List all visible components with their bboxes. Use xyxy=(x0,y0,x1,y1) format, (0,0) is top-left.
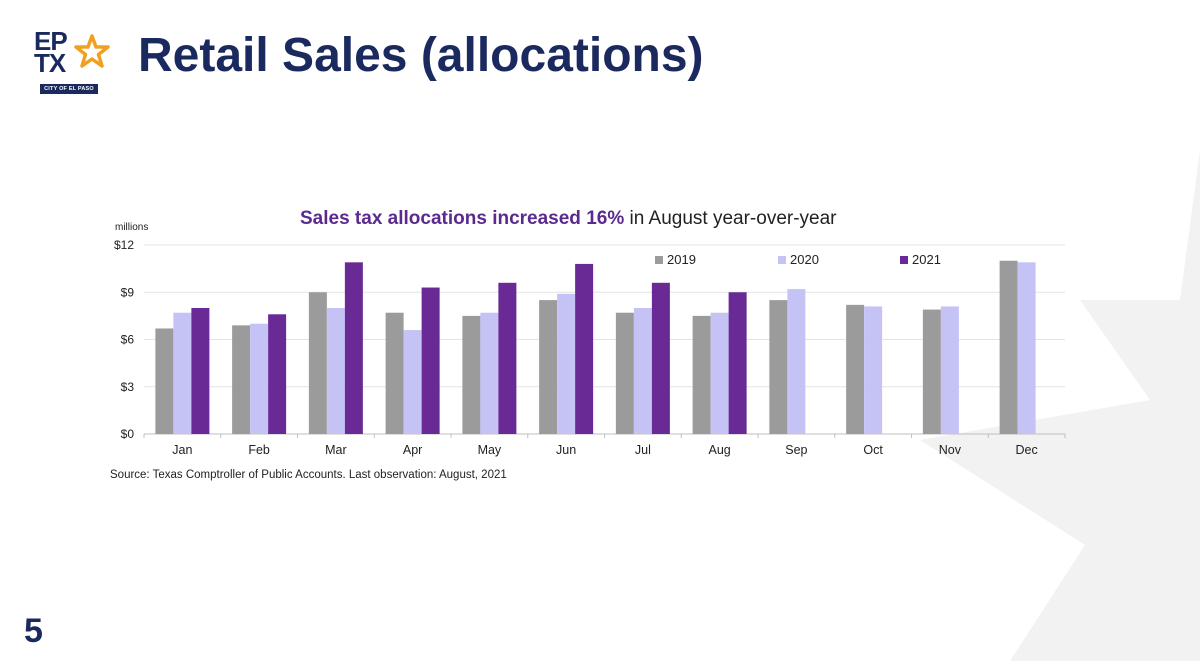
y-tick-label: $3 xyxy=(121,380,135,394)
bar-2019-dec xyxy=(999,260,1018,434)
bar-2020-feb xyxy=(250,323,269,434)
legend-label-2020: 2020 xyxy=(790,252,819,267)
logo-line-1: EP xyxy=(34,26,68,56)
city-logo: EP TX CITY OF EL PASO xyxy=(34,26,116,96)
logo-line-2: TX xyxy=(34,48,66,78)
bar-2021-jul xyxy=(651,282,670,434)
bar-2021-apr xyxy=(421,287,440,434)
bar-2021-jan xyxy=(191,308,210,434)
bar-2020-sep xyxy=(787,289,806,434)
chart-title: Sales tax allocations increased 16% in A… xyxy=(300,208,837,230)
bar-2021-aug xyxy=(728,292,747,434)
bar-2019-oct xyxy=(846,304,865,434)
bar-2019-jul xyxy=(615,312,634,434)
legend-swatch-2020 xyxy=(778,256,786,264)
bar-2020-oct xyxy=(864,306,883,434)
x-tick-label: May xyxy=(478,443,502,457)
bar-2019-aug xyxy=(692,315,711,434)
x-tick-label: Sep xyxy=(785,443,807,457)
bar-2021-may xyxy=(498,282,517,434)
legend-swatch-2021 xyxy=(900,256,908,264)
bar-2020-may xyxy=(480,312,499,434)
x-tick-label: Nov xyxy=(939,443,962,457)
legend-swatch-2019 xyxy=(655,256,663,264)
logo-caption: CITY OF EL PASO xyxy=(40,84,98,94)
bar-2021-jun xyxy=(575,263,594,434)
x-tick-label: Jan xyxy=(172,443,192,457)
x-tick-label: Dec xyxy=(1016,443,1038,457)
bar-2020-aug xyxy=(710,312,729,434)
bar-2019-feb xyxy=(232,325,251,434)
star-icon xyxy=(74,34,110,68)
bar-2020-mar xyxy=(326,308,345,434)
x-tick-label: Apr xyxy=(403,443,422,457)
x-tick-label: Feb xyxy=(248,443,270,457)
bar-2020-nov xyxy=(940,306,959,434)
y-tick-label: $12 xyxy=(114,238,134,252)
x-tick-label: Jul xyxy=(635,443,651,457)
bar-2019-jan xyxy=(155,328,174,434)
legend-label-2021: 2021 xyxy=(912,252,941,267)
logo-text: EP TX xyxy=(34,26,68,78)
bar-2021-mar xyxy=(344,262,363,434)
bar-2019-apr xyxy=(385,312,404,434)
x-tick-label: Jun xyxy=(556,443,576,457)
bar-2020-apr xyxy=(403,330,422,434)
x-tick-label: Mar xyxy=(325,443,347,457)
bar-2019-sep xyxy=(769,300,788,434)
legend-label-2019: 2019 xyxy=(667,252,696,267)
bar-2020-jan xyxy=(173,312,192,434)
y-tick-label: $0 xyxy=(121,427,135,441)
bar-2020-jun xyxy=(557,293,576,434)
page-number: 5 xyxy=(24,612,43,650)
bar-2019-mar xyxy=(308,292,327,434)
y-tick-label: $6 xyxy=(121,333,135,347)
x-tick-label: Aug xyxy=(709,443,731,457)
sales-tax-bar-chart: millions $0 $3 $6 $9 $12 Jan Feb Mar Apr May Jun Jul… xyxy=(114,222,1066,457)
bar-2020-dec xyxy=(1017,262,1036,434)
bar-2019-nov xyxy=(922,309,941,434)
y-unit-label: millions xyxy=(115,222,148,233)
chart-title-highlight: Sales tax allocations increased 16% xyxy=(300,208,625,229)
bar-2021-feb xyxy=(268,314,287,434)
bar-2020-jul xyxy=(633,308,652,434)
chart-title-rest: in August year-over-year xyxy=(624,208,837,229)
page-title: Retail Sales (allocations) xyxy=(138,29,704,82)
x-tick-label: Oct xyxy=(863,443,883,457)
y-tick-label: $9 xyxy=(121,285,135,299)
bar-2019-may xyxy=(462,315,481,434)
bar-2019-jun xyxy=(539,300,558,434)
chart-source-note: Source: Texas Comptroller of Public Acco… xyxy=(110,469,507,481)
